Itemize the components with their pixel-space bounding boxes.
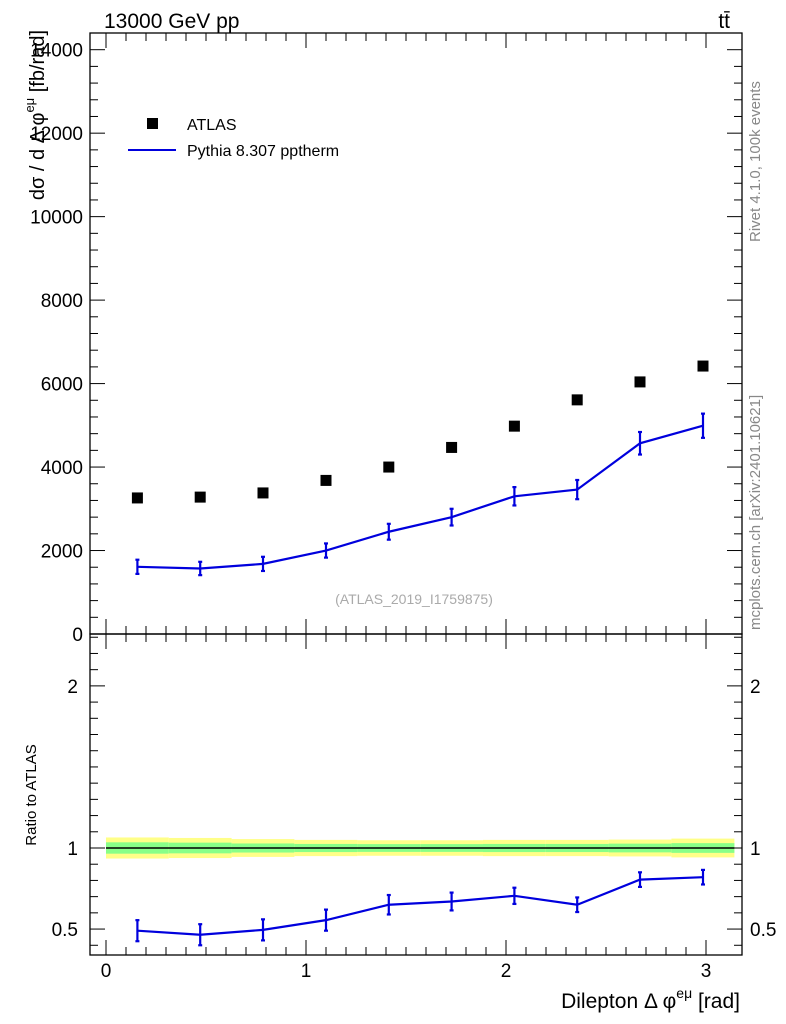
mc-line bbox=[137, 424, 704, 570]
main-panel: (ATLAS_2019_I1759875) dσ / d Δ φeμ [fb/r… bbox=[22, 30, 743, 646]
atlas-data-point bbox=[194, 491, 206, 503]
x-axis-label: Dilepton Δ φeμ [rad] bbox=[561, 985, 740, 1013]
main-y-tick-label: 6000 bbox=[41, 375, 83, 396]
ratio-y-tick-label: 2 bbox=[67, 677, 78, 698]
x-tick-label: 1 bbox=[301, 961, 312, 982]
mcplots-label: mcplots.cern.ch [arXiv:2401.10621] bbox=[747, 395, 764, 630]
ratio-y-tick-label: 0.5 bbox=[52, 920, 78, 941]
x-tick-label: 2 bbox=[501, 961, 512, 982]
rivet-version-label: Rivet 4.1.0, 100k events bbox=[747, 81, 764, 242]
main-y-tick-label: 8000 bbox=[41, 291, 83, 312]
atlas-data-point bbox=[571, 394, 583, 406]
ratio-y-tick-label-right: 0.5 bbox=[750, 920, 776, 941]
ratio-panel: Ratio to ATLAS 0.5 0.5 1 1 2 2 0 1 2 3 bbox=[23, 633, 776, 982]
atlas-data-point bbox=[634, 376, 646, 388]
legend-mc-label: Pythia 8.307 pptherm bbox=[187, 143, 339, 160]
x-tick-label: 3 bbox=[701, 961, 712, 982]
main-y-tick-label: 12000 bbox=[30, 124, 83, 145]
ratio-mc-line bbox=[137, 876, 704, 936]
ratio-y-tick-label: 1 bbox=[67, 839, 78, 860]
atlas-data-point bbox=[257, 487, 269, 499]
main-y-tick-label: 10000 bbox=[30, 208, 83, 229]
main-y-tick-label: 2000 bbox=[41, 542, 83, 563]
atlas-data-point bbox=[383, 461, 395, 473]
atlas-data-point bbox=[131, 492, 143, 504]
ratio-y-tick-label-right: 1 bbox=[750, 839, 761, 860]
atlas-data-point bbox=[320, 474, 332, 486]
x-tick-label: 0 bbox=[101, 961, 112, 982]
legend-data-label: ATLAS bbox=[187, 117, 237, 134]
atlas-data-point bbox=[697, 360, 709, 372]
energy-label: 13000 GeV pp bbox=[104, 10, 239, 33]
analysis-id-label: (ATLAS_2019_I1759875) bbox=[335, 591, 493, 607]
main-y-tick-label: 4000 bbox=[41, 458, 83, 479]
main-y-axis-label: dσ / d Δ φeμ [fb/rad] bbox=[22, 30, 49, 200]
main-y-tick-label: 14000 bbox=[30, 41, 83, 62]
ratio-frame bbox=[89, 633, 743, 956]
main-y-tick-label: 0 bbox=[72, 625, 83, 646]
ratio-y-axis-label: Ratio to ATLAS bbox=[23, 744, 40, 845]
legend-data-marker bbox=[147, 118, 158, 129]
process-label: tt̄ bbox=[718, 10, 730, 33]
atlas-data-point bbox=[446, 441, 458, 453]
atlas-data-point bbox=[508, 420, 520, 432]
ratio-y-tick-label-right: 2 bbox=[750, 677, 761, 698]
